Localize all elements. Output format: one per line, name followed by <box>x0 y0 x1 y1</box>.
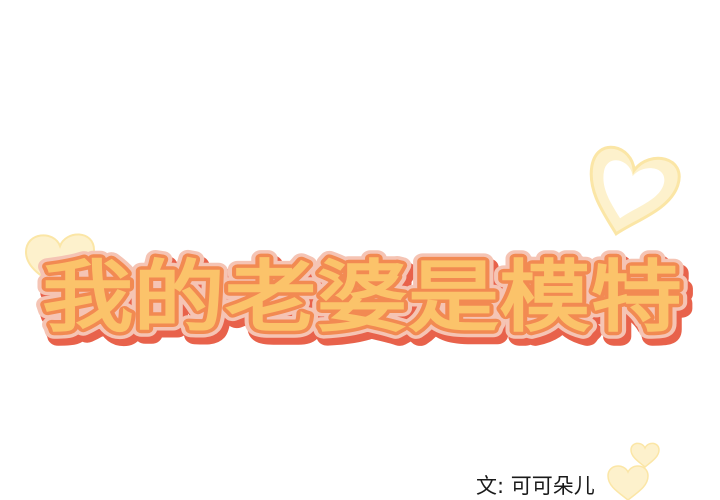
heart-icon <box>24 233 96 288</box>
author-credit: 文: 可可朵儿 <box>476 474 595 498</box>
comic-title: 我的老婆是模特 我的老婆是模特 我的老婆是模特 我的老婆是模特 <box>28 246 700 357</box>
title-fill: 我的老婆是模特 <box>42 253 682 343</box>
title-inner-outline: 我的老婆是模特 <box>42 253 682 343</box>
heart-icon <box>589 145 681 236</box>
title-outer-outline: 我的老婆是模特 <box>42 253 682 343</box>
title-shadow-layer: 我的老婆是模特 <box>46 259 686 349</box>
heart-icon <box>607 465 649 500</box>
heart-icon <box>630 442 660 468</box>
